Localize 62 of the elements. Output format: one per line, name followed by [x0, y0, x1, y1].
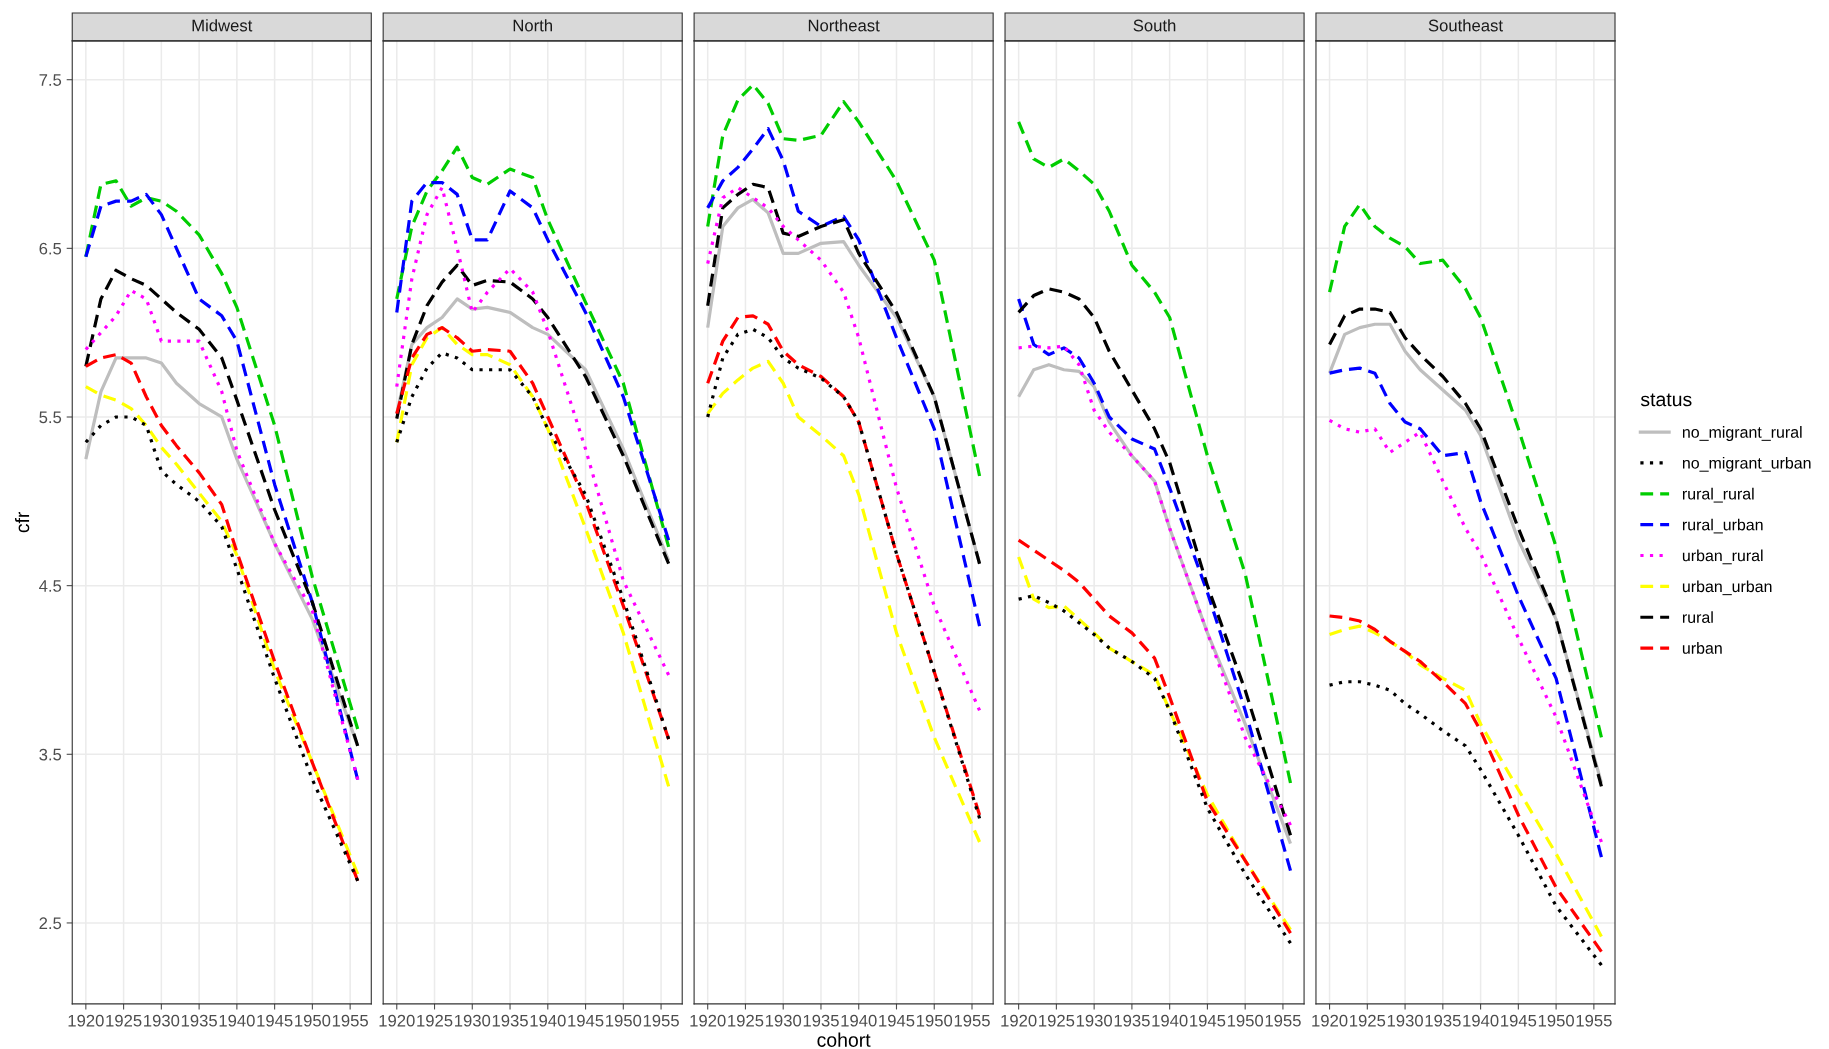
- legend-label: rural_urban: [1682, 518, 1763, 534]
- y-tick-label: 7.5: [39, 74, 62, 86]
- chart-title: North: [513, 19, 552, 32]
- x-tick-label: 1940: [1463, 1014, 1499, 1027]
- legend-label: urban_rural: [1682, 549, 1763, 565]
- x-tick-label: 1930: [765, 1014, 802, 1027]
- x-axis-title: cohort: [817, 1032, 871, 1047]
- x-tick-label: 1925: [417, 1014, 453, 1027]
- x-tick-label: 1950: [1538, 1014, 1574, 1027]
- x-tick-label: 1935: [803, 1014, 839, 1027]
- y-axis-title: cfr: [15, 511, 30, 533]
- legend-label: no_migrant_rural: [1682, 426, 1802, 441]
- x-tick-label: 1925: [728, 1014, 764, 1027]
- x-tick-label: 1955: [1265, 1014, 1301, 1027]
- legend-label: urban_urban: [1682, 580, 1772, 596]
- x-tick-label: 1955: [954, 1014, 990, 1027]
- x-tick-label: 1935: [1114, 1014, 1150, 1027]
- legend-title: status: [1640, 393, 1692, 407]
- x-tick-label: 1935: [181, 1014, 217, 1027]
- legend-label: no_migrant_urban: [1682, 456, 1811, 472]
- x-tick-label: 1925: [1039, 1014, 1075, 1027]
- x-tick-label: 1950: [295, 1014, 331, 1027]
- x-tick-label: 1920: [68, 1014, 104, 1027]
- y-tick-label: 2.5: [39, 917, 62, 930]
- x-tick-label: 1920: [1001, 1014, 1037, 1027]
- x-tick-label: 1945: [568, 1014, 604, 1027]
- y-tick-label: 5.5: [39, 411, 62, 424]
- x-tick-label: 1940: [530, 1014, 566, 1027]
- chart-title: Midwest: [192, 19, 253, 32]
- x-tick-label: 1945: [257, 1014, 293, 1027]
- legend-label: rural: [1682, 611, 1713, 623]
- x-tick-label: 1925: [106, 1014, 142, 1027]
- x-tick-label: 1920: [379, 1014, 415, 1027]
- x-tick-label: 1940: [219, 1014, 255, 1027]
- x-tick-label: 1950: [1227, 1014, 1264, 1027]
- x-tick-label: 1930: [1076, 1014, 1113, 1027]
- x-tick-label: 1945: [879, 1014, 915, 1027]
- y-tick-label: 6.5: [39, 242, 62, 255]
- legend-label: urban: [1682, 642, 1722, 654]
- x-tick-label: 1955: [332, 1014, 368, 1027]
- x-tick-label: 1945: [1501, 1014, 1537, 1027]
- x-tick-label: 1935: [1425, 1014, 1461, 1027]
- x-tick-label: 1925: [1350, 1014, 1386, 1027]
- y-tick-label: 4.5: [39, 580, 62, 592]
- x-tick-label: 1950: [606, 1014, 642, 1027]
- x-tick-label: 1930: [144, 1014, 180, 1027]
- x-tick-label: 1930: [455, 1014, 491, 1027]
- chart-title: Southeast: [1428, 19, 1503, 32]
- x-tick-label: 1940: [841, 1014, 877, 1027]
- x-tick-label: 1920: [1312, 1014, 1348, 1027]
- x-tick-label: 1940: [1152, 1014, 1188, 1027]
- x-tick-label: 1950: [916, 1014, 953, 1027]
- x-tick-label: 1945: [1190, 1014, 1226, 1027]
- x-tick-label: 1955: [1576, 1014, 1612, 1027]
- x-tick-label: 1920: [690, 1014, 726, 1027]
- legend-label: rural_rural: [1682, 487, 1754, 503]
- x-tick-label: 1935: [492, 1014, 528, 1027]
- chart-title: South: [1133, 19, 1176, 32]
- x-tick-label: 1930: [1387, 1014, 1423, 1027]
- y-tick-label: 3.5: [39, 748, 62, 761]
- x-tick-label: 1955: [643, 1014, 679, 1027]
- chart-title: Northeast: [808, 19, 880, 32]
